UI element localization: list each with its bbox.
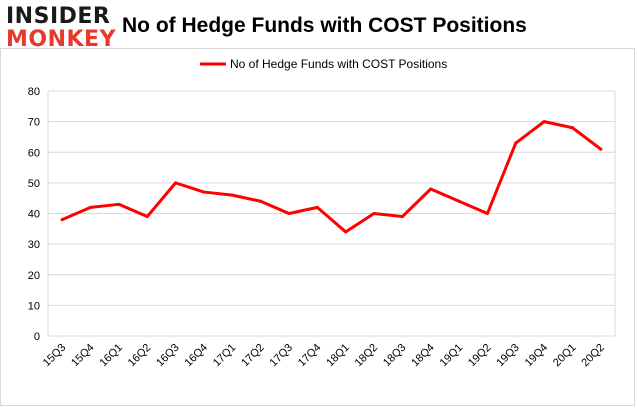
- grid-lines: [47, 90, 616, 337]
- x-tick-label: 17Q2: [239, 342, 267, 370]
- x-tick-label: 19Q2: [466, 342, 494, 370]
- y-tick-label: 60: [28, 147, 40, 159]
- chart-frame: [0, 48, 635, 406]
- x-tick-label: 19Q1: [438, 342, 466, 370]
- y-tick-label: 80: [28, 86, 40, 98]
- y-tick-label: 70: [28, 117, 40, 129]
- y-tick-label: 50: [28, 178, 40, 190]
- y-tick-label: 30: [28, 239, 40, 251]
- data-point: [570, 126, 574, 130]
- x-tick-label: 15Q3: [41, 342, 69, 370]
- data-point: [60, 218, 64, 222]
- x-tick-label: 16Q3: [154, 342, 182, 370]
- data-point: [315, 205, 319, 209]
- x-tick-label: 18Q1: [324, 342, 352, 370]
- x-tick-label: 20Q2: [579, 342, 607, 370]
- x-tick-label: 15Q4: [69, 342, 97, 370]
- x-tick-label: 17Q4: [296, 342, 324, 370]
- data-point: [287, 212, 291, 215]
- data-point: [344, 230, 348, 234]
- series-lines: [60, 120, 603, 234]
- data-point: [174, 181, 178, 185]
- series-line: [60, 120, 603, 234]
- logo-line-2: MONKEY: [6, 27, 117, 52]
- x-tick-label: 20Q1: [551, 342, 579, 370]
- chart-title: No of Hedge Funds with COST Positions: [122, 14, 527, 37]
- data-point: [514, 141, 518, 145]
- data-point: [400, 215, 404, 219]
- data-point: [259, 199, 263, 203]
- x-tick-label: 16Q4: [183, 342, 211, 370]
- y-tick-label: 20: [28, 270, 40, 282]
- data-point: [457, 199, 461, 203]
- x-tick-label: 19Q4: [523, 342, 551, 370]
- data-point: [429, 187, 433, 191]
- x-tick-label: 16Q2: [126, 342, 154, 370]
- data-point: [117, 202, 121, 206]
- x-tick-label: 18Q2: [353, 342, 381, 370]
- data-point: [599, 147, 603, 151]
- x-tick-label: 18Q3: [381, 342, 409, 370]
- y-tick-label: 0: [34, 331, 40, 343]
- data-point: [202, 190, 206, 194]
- x-tick-label: 19Q3: [494, 342, 522, 370]
- data-point: [89, 205, 93, 209]
- data-point: [542, 120, 546, 124]
- data-point: [485, 212, 489, 215]
- y-tick-label: 40: [28, 209, 40, 221]
- x-tick-label: 16Q1: [97, 342, 125, 370]
- data-point: [145, 215, 149, 219]
- legend: No of Hedge Funds with COST Positions: [200, 57, 447, 71]
- x-axis-ticks: 15Q3 15Q4 16Q1 16Q2 16Q3 16Q4 17Q1 17Q2 17Q3 17Q4…: [41, 342, 607, 370]
- y-axis-ticks: 0 10 20 30 40 50 60 70 80: [28, 86, 40, 343]
- x-tick-label: 18Q4: [409, 342, 437, 370]
- legend-label: No of Hedge Funds with COST Positions: [230, 57, 447, 71]
- logo-line-1: INSIDER: [6, 4, 111, 29]
- y-tick-label: 10: [28, 300, 40, 312]
- insider-monkey-logo: INSIDER MONKEY: [6, 4, 116, 54]
- x-tick-label: 17Q3: [268, 342, 296, 370]
- data-point: [372, 212, 376, 215]
- data-point: [230, 193, 234, 197]
- x-tick-label: 17Q1: [211, 342, 239, 370]
